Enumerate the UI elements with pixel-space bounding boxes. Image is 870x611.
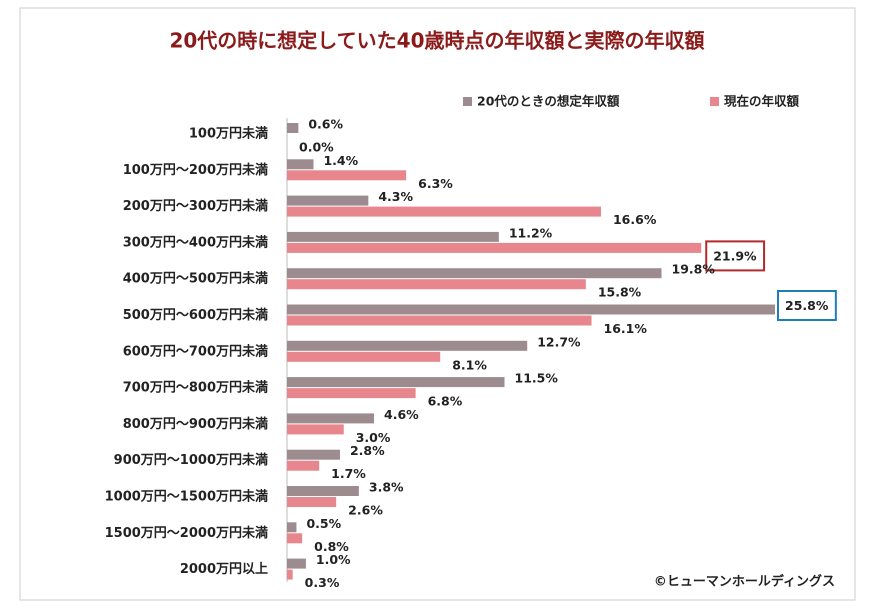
data-label: 1.7% xyxy=(331,466,366,481)
data-label: 4.6% xyxy=(384,407,419,422)
legend-label: 現在の年収額 xyxy=(724,94,800,109)
y-tick-label: 700万円～800万円未満 xyxy=(123,380,268,396)
highlight-box xyxy=(705,240,766,272)
bar xyxy=(287,413,375,424)
data-label: 3.0% xyxy=(356,430,391,445)
data-label: 15.8% xyxy=(598,285,642,300)
y-tick-label: 100万円未満 xyxy=(189,126,268,142)
data-label: 1.4% xyxy=(323,153,358,168)
bar xyxy=(287,315,592,326)
y-tick-label: 400万円～500万円未満 xyxy=(123,271,268,287)
data-label: 6.3% xyxy=(418,176,453,191)
bar xyxy=(287,279,586,290)
bar xyxy=(287,388,416,399)
bar xyxy=(287,558,306,569)
data-label: 1.0% xyxy=(316,552,351,567)
bar xyxy=(287,522,297,533)
legend-swatch xyxy=(463,97,472,106)
y-tick-label: 1500万円～2000万円未満 xyxy=(105,525,268,541)
data-label: 11.5% xyxy=(515,371,559,386)
legend-label: 20代のときの想定年収額 xyxy=(477,94,620,109)
bar xyxy=(287,377,505,388)
y-tick-label: 900万円～1000万円未満 xyxy=(114,452,268,468)
bar xyxy=(287,170,407,181)
data-label: 12.7% xyxy=(537,334,581,349)
data-label: 19.8% xyxy=(672,262,716,277)
bar xyxy=(287,195,369,206)
bar xyxy=(287,569,293,580)
y-tick-label: 200万円～300万円未満 xyxy=(123,198,268,214)
bar xyxy=(287,497,337,507)
data-label: 0.8% xyxy=(314,539,349,554)
bar xyxy=(287,486,359,496)
data-label: 16.1% xyxy=(604,321,648,336)
data-label: 4.3% xyxy=(378,189,413,204)
bar xyxy=(287,206,601,217)
y-tick-label: 800万円～900万円未満 xyxy=(123,416,268,432)
bar xyxy=(287,533,303,544)
bar xyxy=(287,123,299,133)
chart-frame xyxy=(19,7,856,601)
data-label: 2.8% xyxy=(350,443,385,458)
data-label: 25.8% xyxy=(785,298,829,313)
bar xyxy=(287,231,499,242)
data-label: 0.6% xyxy=(308,117,343,132)
data-label: 8.1% xyxy=(452,357,487,372)
bar xyxy=(287,242,702,253)
data-label: 0.3% xyxy=(305,575,340,590)
data-label: 3.8% xyxy=(369,480,404,495)
highlight-box xyxy=(777,290,837,321)
y-tick-label: 2000万円以上 xyxy=(180,562,268,577)
bar xyxy=(287,304,775,315)
bar xyxy=(287,424,344,435)
data-label: 2.6% xyxy=(348,503,383,518)
y-tick-label: 100万円～200万円未満 xyxy=(123,162,268,178)
legend-swatch xyxy=(710,97,719,106)
bar xyxy=(287,159,314,170)
bar xyxy=(287,449,340,460)
data-label: 0.5% xyxy=(306,516,341,531)
data-label: 16.6% xyxy=(613,212,657,227)
source: ©ヒューマンホールディングス xyxy=(654,574,835,590)
data-label: 21.9% xyxy=(713,248,757,263)
bar xyxy=(287,268,662,279)
chart-title: 20代の時に想定していた40歳時点の年収額と実際の年収額 xyxy=(169,29,704,53)
data-label: 0.0% xyxy=(299,140,334,155)
data-label: 11.2% xyxy=(509,225,553,240)
bar xyxy=(287,351,441,362)
data-label: 6.8% xyxy=(428,394,463,409)
y-tick-label: 500万円～600万円未満 xyxy=(123,307,268,323)
y-tick-label: 600万円～700万円未満 xyxy=(123,343,268,359)
bar xyxy=(287,340,528,351)
y-tick-label: 1000万円～1500万円未満 xyxy=(105,489,268,505)
y-tick-label: 300万円～400万円未満 xyxy=(123,234,268,250)
bar xyxy=(287,460,320,471)
